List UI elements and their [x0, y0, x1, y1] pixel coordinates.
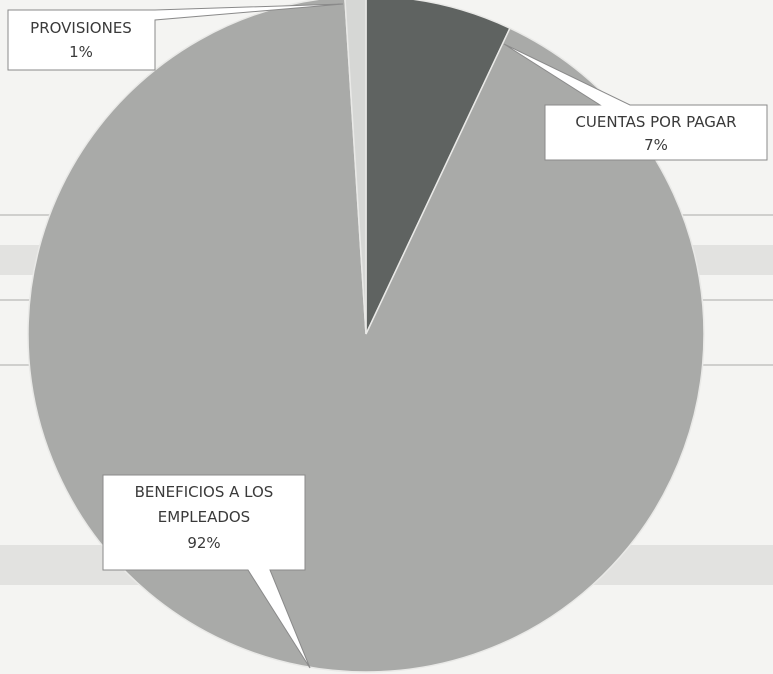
slice-value-cuentas: 7% — [644, 136, 668, 154]
slice-label-cuentas: CUENTAS POR PAGAR — [575, 113, 736, 131]
callout-cuentas: CUENTAS POR PAGAR 7% — [503, 43, 768, 161]
slice-label-beneficios-line2: EMPLEADOS — [158, 508, 250, 526]
slice-value-beneficios: 92% — [187, 534, 220, 552]
callout-box-provisiones — [7, 3, 344, 71]
slice-label-provisiones: PROVISIONES — [30, 19, 132, 37]
callout-provisiones: PROVISIONES 1% — [7, 3, 344, 71]
pie-slice-0 — [365, 0, 511, 335]
callout-box-beneficios — [102, 474, 311, 669]
callout-beneficios: BENEFICIOS A LOS EMPLEADOS 92% — [102, 474, 311, 669]
pie-slice-2 — [344, 0, 367, 335]
slice-label-beneficios-line1: BENEFICIOS A LOS — [135, 483, 274, 501]
slice-value-provisiones: 1% — [69, 43, 93, 61]
callout-box-cuentas — [503, 43, 768, 161]
